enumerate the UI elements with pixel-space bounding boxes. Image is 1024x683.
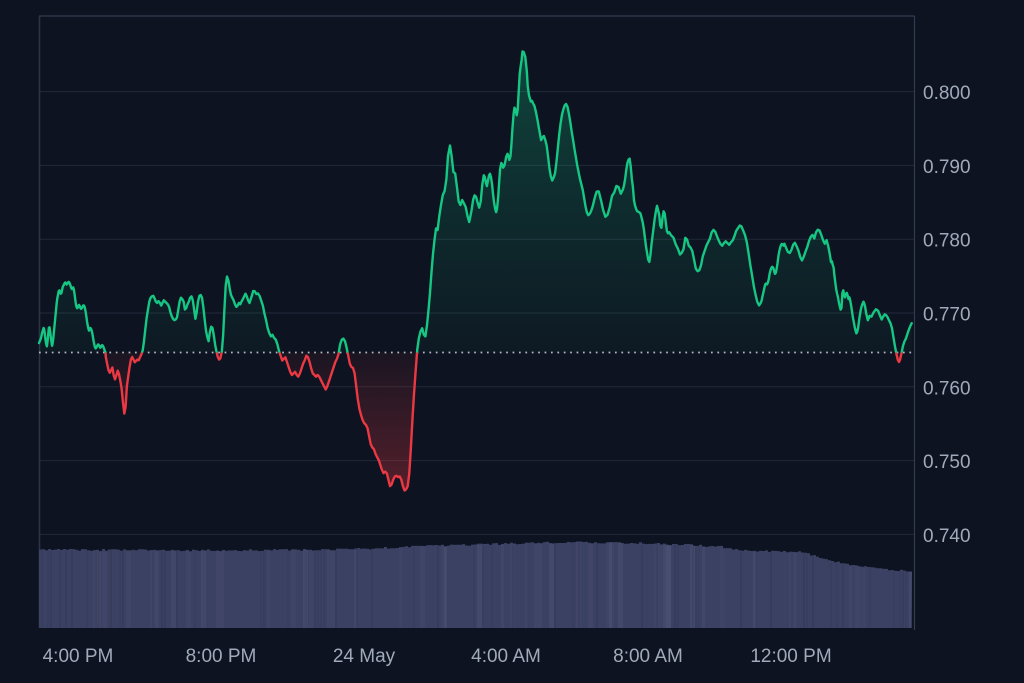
svg-text:0.770: 0.770 xyxy=(923,305,971,326)
svg-text:0.800: 0.800 xyxy=(923,83,971,104)
svg-text:0.740: 0.740 xyxy=(923,526,971,547)
svg-text:0.780: 0.780 xyxy=(923,231,971,252)
svg-text:0.790: 0.790 xyxy=(923,157,971,178)
svg-text:4:00 PM: 4:00 PM xyxy=(43,646,114,667)
svg-text:0.750: 0.750 xyxy=(923,452,971,473)
svg-text:4:00 AM: 4:00 AM xyxy=(471,646,541,667)
svg-text:8:00 AM: 8:00 AM xyxy=(613,646,683,667)
svg-text:0.760: 0.760 xyxy=(923,378,971,399)
svg-text:8:00 PM: 8:00 PM xyxy=(186,646,257,667)
svg-text:24 May: 24 May xyxy=(333,646,396,667)
svg-text:12:00 PM: 12:00 PM xyxy=(750,646,831,667)
